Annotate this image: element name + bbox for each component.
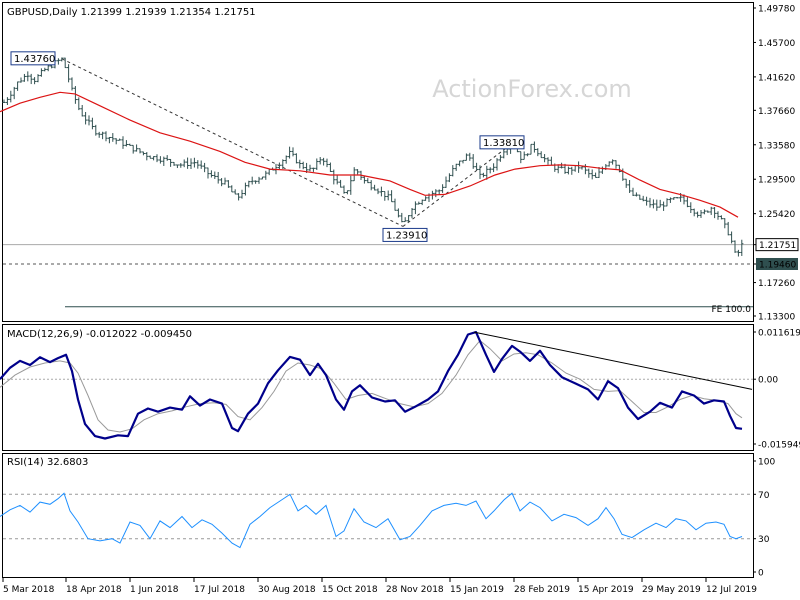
y-tick-label: 1.45700 — [758, 39, 795, 49]
macd-header: MACD(12,26,9) -0.012022 -0.009450 — [7, 329, 192, 340]
main-header: GBPUSD,Daily 1.21399 1.21939 1.21354 1.2… — [7, 7, 256, 18]
y-tick-label: 1.17260 — [758, 279, 795, 289]
price-bars — [2, 57, 744, 257]
x-tick-label: 12 Jul 2019 — [706, 585, 757, 595]
macd-signal-line — [0, 339, 743, 433]
x-tick-label: 29 May 2019 — [642, 585, 701, 595]
rsi-panel-frame — [2, 453, 754, 578]
x-axis: 5 Mar 2018 18 Apr 2018 1 Jun 2018 17 Jul 20… — [2, 578, 757, 595]
macd-y-tick-label: 0.00 — [758, 376, 778, 386]
price-plot: 1.49780 1.45700 1.41620 1.37660 1.33580 1.295… — [0, 5, 799, 323]
y-tick-label: 1.25420 — [758, 210, 795, 220]
x-tick-label: 1 Jun 2018 — [130, 585, 179, 595]
y-tick-label: 1.33580 — [758, 141, 795, 151]
x-tick-label: 17 Jul 2018 — [194, 585, 245, 595]
rsi-line — [0, 492, 743, 549]
y-tick-label: 1.13300 — [758, 313, 795, 323]
projection-line — [402, 142, 514, 227]
x-tick-label: 5 Mar 2018 — [3, 585, 55, 595]
fe-label: FE 100.0 — [712, 305, 752, 315]
x-tick-label: 28 Nov 2018 — [386, 585, 444, 595]
y-tick-label: 1.19460 — [759, 260, 796, 270]
macd-line — [0, 331, 743, 440]
macd-trendline — [473, 331, 753, 390]
y-tick-label: 1.49780 — [758, 5, 795, 15]
macd-panel-frame — [2, 324, 754, 451]
macd-y-tick-label: -0.015949 — [758, 441, 800, 451]
macd-plot: 0.011619 0.00 -0.015949 — [0, 329, 800, 451]
y-tick-label: 1.29500 — [758, 176, 795, 186]
y-tick-label: 1.21751 — [759, 241, 796, 251]
y-tick-label: 1.37660 — [758, 107, 795, 117]
rsi-y-tick-label: 30 — [758, 535, 770, 545]
rsi-y-tick-label: 100 — [758, 458, 775, 468]
macd-y-tick-label: 0.011619 — [758, 329, 800, 339]
moving-average-line — [0, 91, 739, 218]
annotation-label: 1.33810 — [483, 138, 524, 149]
rsi-y-tick-label: 0 — [758, 569, 764, 579]
current-price-box — [755, 238, 799, 252]
watermark: ActionForex.com — [432, 75, 632, 103]
x-tick-label: 28 Feb 2019 — [514, 585, 570, 595]
support-level-box — [756, 257, 798, 270]
rsi-header: RSI(14) 32.6803 — [7, 457, 88, 468]
annotation-label: 1.43760 — [14, 54, 55, 65]
rsi-y-tick-label: 70 — [758, 491, 770, 501]
x-tick-label: 15 Oct 2018 — [322, 585, 378, 595]
x-tick-label: 15 Jan 2019 — [450, 585, 504, 595]
projection-line — [61, 58, 404, 227]
main-panel-frame — [2, 2, 754, 322]
annotation-box — [382, 227, 428, 242]
y-tick-label: 1.41620 — [758, 73, 795, 83]
annotation-box — [10, 51, 56, 66]
x-tick-label: 30 Aug 2018 — [258, 585, 316, 595]
annotation-label: 1.23910 — [386, 230, 427, 241]
x-tick-label: 15 Apr 2019 — [578, 585, 634, 595]
rsi-plot: 100 70 30 0 — [0, 458, 775, 579]
x-tick-label: 18 Apr 2018 — [66, 585, 122, 595]
annotation-box — [479, 135, 525, 150]
